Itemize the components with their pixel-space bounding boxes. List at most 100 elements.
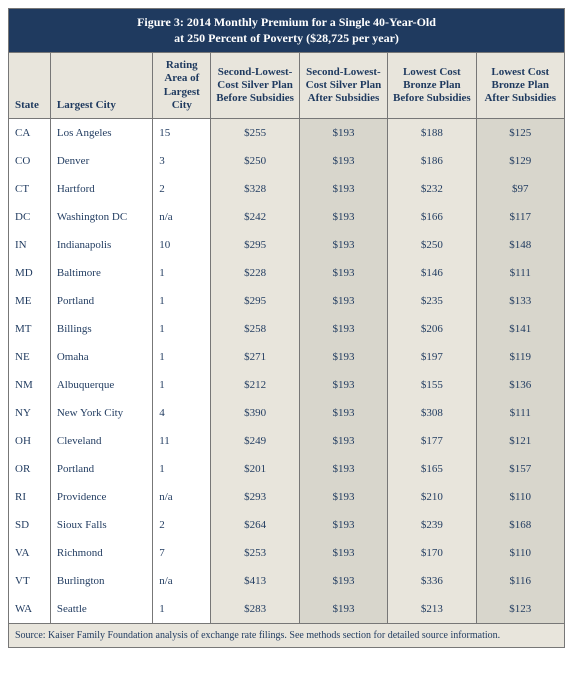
cell-rating: 4 bbox=[153, 399, 211, 427]
cell-bronze-before: $206 bbox=[388, 315, 476, 343]
cell-silver-after: $193 bbox=[299, 175, 387, 203]
col-state: State bbox=[9, 53, 51, 119]
cell-silver-after: $193 bbox=[299, 427, 387, 455]
table-row: MTBillings1$258$193$206$141 bbox=[9, 315, 565, 343]
cell-silver-before: $271 bbox=[211, 343, 299, 371]
cell-rating: 2 bbox=[153, 511, 211, 539]
cell-silver-before: $255 bbox=[211, 118, 299, 147]
cell-bronze-after: $117 bbox=[476, 203, 564, 231]
col-city: Largest City bbox=[50, 53, 152, 119]
cell-city: Sioux Falls bbox=[50, 511, 152, 539]
cell-rating: 2 bbox=[153, 175, 211, 203]
cell-state: OR bbox=[9, 455, 51, 483]
table-row: RIProvidencen/a$293$193$210$110 bbox=[9, 483, 565, 511]
cell-rating: 1 bbox=[153, 259, 211, 287]
cell-state: WA bbox=[9, 595, 51, 624]
cell-rating: 7 bbox=[153, 539, 211, 567]
cell-bronze-after: $148 bbox=[476, 231, 564, 259]
table-row: WASeattle1$283$193$213$123 bbox=[9, 595, 565, 624]
cell-silver-before: $413 bbox=[211, 567, 299, 595]
cell-city: Indianapolis bbox=[50, 231, 152, 259]
cell-silver-after: $193 bbox=[299, 315, 387, 343]
cell-silver-before: $228 bbox=[211, 259, 299, 287]
cell-city: Providence bbox=[50, 483, 152, 511]
title-line1: Figure 3: 2014 Monthly Premium for a Sin… bbox=[137, 15, 436, 29]
cell-bronze-before: $239 bbox=[388, 511, 476, 539]
cell-silver-after: $193 bbox=[299, 539, 387, 567]
cell-silver-after: $193 bbox=[299, 203, 387, 231]
cell-rating: n/a bbox=[153, 483, 211, 511]
cell-state: NM bbox=[9, 371, 51, 399]
table-row: CODenver3$250$193$186$129 bbox=[9, 147, 565, 175]
cell-bronze-before: $146 bbox=[388, 259, 476, 287]
cell-bronze-before: $166 bbox=[388, 203, 476, 231]
cell-silver-after: $193 bbox=[299, 287, 387, 315]
cell-silver-before: $249 bbox=[211, 427, 299, 455]
table-row: INIndianapolis10$295$193$250$148 bbox=[9, 231, 565, 259]
cell-city: Hartford bbox=[50, 175, 152, 203]
cell-bronze-after: $157 bbox=[476, 455, 564, 483]
cell-bronze-before: $250 bbox=[388, 231, 476, 259]
cell-city: Albuquerque bbox=[50, 371, 152, 399]
cell-city: Washington DC bbox=[50, 203, 152, 231]
cell-bronze-after: $110 bbox=[476, 483, 564, 511]
cell-state: SD bbox=[9, 511, 51, 539]
cell-rating: 1 bbox=[153, 371, 211, 399]
cell-silver-after: $193 bbox=[299, 231, 387, 259]
cell-city: Cleveland bbox=[50, 427, 152, 455]
table-row: ORPortland1$201$193$165$157 bbox=[9, 455, 565, 483]
cell-silver-after: $193 bbox=[299, 147, 387, 175]
cell-bronze-before: $165 bbox=[388, 455, 476, 483]
table-row: CALos Angeles15$255$193$188$125 bbox=[9, 118, 565, 147]
cell-bronze-after: $136 bbox=[476, 371, 564, 399]
table-row: NYNew York City4$390$193$308$111 bbox=[9, 399, 565, 427]
col-rating: Rating Area of Largest City bbox=[153, 53, 211, 119]
figure-title: Figure 3: 2014 Monthly Premium for a Sin… bbox=[8, 8, 565, 52]
table-row: OHCleveland11$249$193$177$121 bbox=[9, 427, 565, 455]
cell-rating: 15 bbox=[153, 118, 211, 147]
cell-bronze-after: $119 bbox=[476, 343, 564, 371]
cell-bronze-after: $116 bbox=[476, 567, 564, 595]
cell-state: CA bbox=[9, 118, 51, 147]
cell-silver-before: $212 bbox=[211, 371, 299, 399]
cell-bronze-after: $121 bbox=[476, 427, 564, 455]
cell-silver-before: $253 bbox=[211, 539, 299, 567]
cell-silver-before: $242 bbox=[211, 203, 299, 231]
cell-city: New York City bbox=[50, 399, 152, 427]
cell-rating: 1 bbox=[153, 343, 211, 371]
cell-state: CO bbox=[9, 147, 51, 175]
cell-bronze-before: $213 bbox=[388, 595, 476, 624]
cell-silver-after: $193 bbox=[299, 595, 387, 624]
table-row: VTBurlingtonn/a$413$193$336$116 bbox=[9, 567, 565, 595]
cell-silver-after: $193 bbox=[299, 399, 387, 427]
cell-rating: 3 bbox=[153, 147, 211, 175]
table-row: VARichmond7$253$193$170$110 bbox=[9, 539, 565, 567]
cell-state: ME bbox=[9, 287, 51, 315]
table-body: CALos Angeles15$255$193$188$125CODenver3… bbox=[9, 118, 565, 623]
cell-silver-after: $193 bbox=[299, 483, 387, 511]
table-row: CTHartford2$328$193$232$97 bbox=[9, 175, 565, 203]
cell-rating: 10 bbox=[153, 231, 211, 259]
source-text: Source: Kaiser Family Foundation analysi… bbox=[9, 623, 565, 647]
cell-city: Seattle bbox=[50, 595, 152, 624]
cell-state: NE bbox=[9, 343, 51, 371]
cell-silver-after: $193 bbox=[299, 259, 387, 287]
col-silver-after: Second-Lowest-Cost Silver Plan After Sub… bbox=[299, 53, 387, 119]
cell-bronze-before: $336 bbox=[388, 567, 476, 595]
title-line2: at 250 Percent of Poverty ($28,725 per y… bbox=[174, 31, 399, 45]
cell-state: MD bbox=[9, 259, 51, 287]
cell-bronze-after: $168 bbox=[476, 511, 564, 539]
table-row: SDSioux Falls2$264$193$239$168 bbox=[9, 511, 565, 539]
table-row: MDBaltimore1$228$193$146$111 bbox=[9, 259, 565, 287]
cell-rating: n/a bbox=[153, 567, 211, 595]
cell-bronze-after: $133 bbox=[476, 287, 564, 315]
cell-bronze-before: $197 bbox=[388, 343, 476, 371]
cell-rating: 11 bbox=[153, 427, 211, 455]
cell-silver-after: $193 bbox=[299, 455, 387, 483]
cell-bronze-before: $232 bbox=[388, 175, 476, 203]
cell-silver-after: $193 bbox=[299, 567, 387, 595]
cell-city: Portland bbox=[50, 455, 152, 483]
col-bronze-after: Lowest Cost Bronze Plan After Subsidies bbox=[476, 53, 564, 119]
cell-state: IN bbox=[9, 231, 51, 259]
cell-state: MT bbox=[9, 315, 51, 343]
